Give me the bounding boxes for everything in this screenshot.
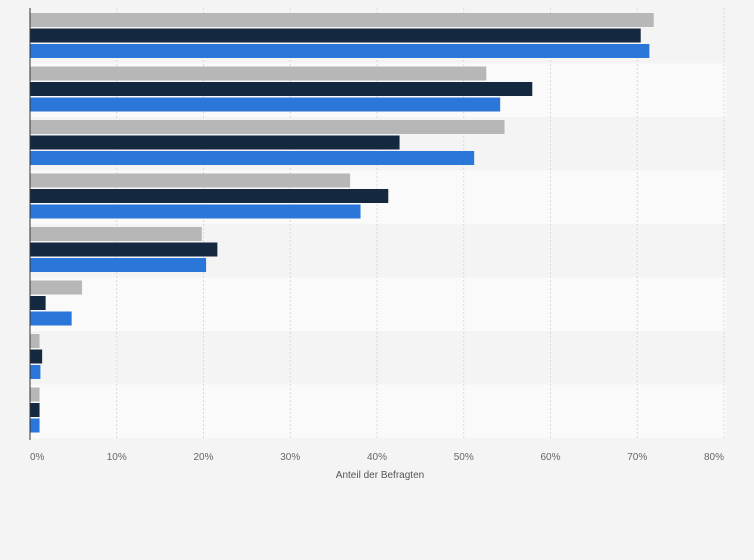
x-tick-label: 40% [367,452,387,463]
bar [30,66,487,81]
bar [30,151,475,165]
bar [30,44,650,58]
x-tick-label: 80% [704,452,724,463]
bar [30,173,351,188]
bar [30,82,533,96]
bar [30,204,361,219]
x-tick-label: 20% [193,452,213,463]
bar [30,403,40,417]
bar [30,189,389,203]
bar [30,120,505,134]
bar [30,311,72,326]
bar [30,227,202,241]
bar [30,418,40,433]
bar [30,296,46,310]
bar [30,280,83,295]
row-band [30,331,726,385]
x-tick-labels: 0% 10% 20% 30% 40% 50% 60% 70% 80% [30,452,724,463]
bar [30,13,654,27]
x-tick-label: 30% [280,452,300,463]
bar [30,387,40,402]
x-tick-label: 50% [454,452,474,463]
bar [30,242,218,257]
bar [30,258,207,272]
row-band [30,277,726,331]
bar [30,28,641,43]
row-band [30,384,726,438]
bar [30,97,501,112]
bar [30,365,41,379]
x-tick-label: 10% [107,452,127,463]
bar [30,334,40,348]
x-tick-label: 70% [627,452,647,463]
bars [30,13,654,433]
x-tick-label: 0% [30,452,45,463]
x-tick-label: 60% [540,452,560,463]
bar [30,135,400,150]
bar [30,349,43,364]
x-axis-title: Anteil der Befragten [336,470,424,481]
